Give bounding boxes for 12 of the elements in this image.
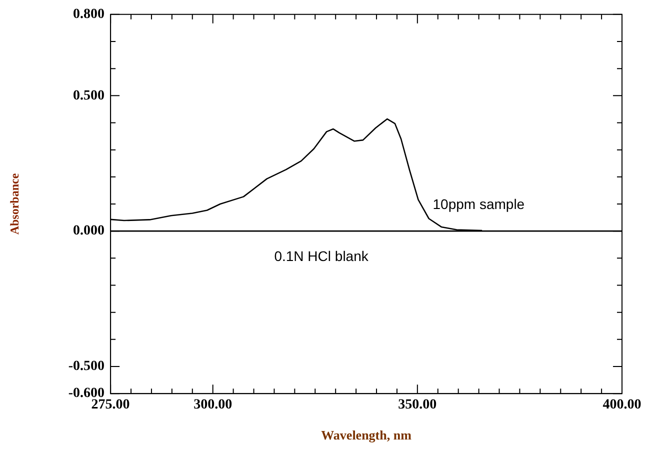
y-tick-label: -0.500 (68, 359, 105, 374)
y-axis-title: Absorbance (7, 172, 22, 235)
y-tick-label: 0.500 (73, 88, 105, 104)
x-tick-label: 300.00 (194, 398, 232, 413)
x-tick-label: 400.00 (602, 398, 642, 413)
x-tick-label: 275.00 (91, 398, 130, 413)
y-tick-label: 0.000 (73, 224, 105, 239)
y-tick-label: 0.800 (73, 7, 105, 22)
series-label: 10ppm sample (432, 196, 525, 212)
x-axis-title: Wavelength, nm (321, 428, 412, 443)
series-label: 0.1N HCl blank (274, 248, 370, 264)
x-tick-label: 350.00 (398, 398, 437, 413)
